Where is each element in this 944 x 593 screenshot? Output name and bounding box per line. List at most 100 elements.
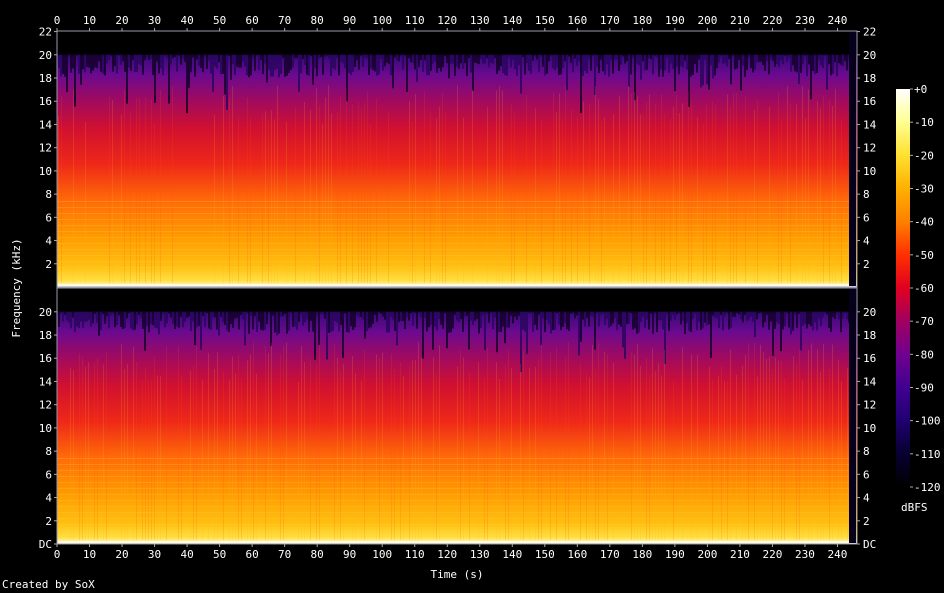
spectral-streak: [96, 54, 98, 68]
x-tick-label-top: 210: [730, 14, 750, 27]
spectral-streak: [103, 364, 104, 540]
spectral-streak: [380, 54, 382, 59]
spectral-streak: [392, 54, 394, 89]
spectral-streak: [728, 311, 730, 330]
spectral-streak: [174, 54, 176, 57]
spectral-streak: [714, 54, 716, 76]
spectral-streak: [316, 311, 318, 317]
spectral-streak: [154, 54, 156, 103]
spectral-streak: [156, 54, 158, 62]
spectral-streak: [462, 54, 464, 69]
spectral-streak: [364, 54, 366, 59]
spectral-streak: [184, 311, 186, 323]
spectral-streak: [608, 311, 610, 328]
spectral-streak: [112, 54, 114, 72]
harmonic-band: [57, 536, 849, 537]
spectral-streak: [488, 54, 490, 68]
spectral-streak: [118, 54, 120, 57]
spectral-streak: [290, 311, 292, 313]
y-tick-label-left: 10: [39, 422, 52, 435]
harmonic-band: [57, 255, 849, 256]
spectral-streak: [706, 54, 708, 85]
spectral-streak: [568, 311, 570, 331]
spectral-streak: [450, 54, 452, 64]
colorbar-tick-label: -80: [914, 348, 934, 361]
spectral-streak: [288, 311, 290, 331]
spectral-streak: [800, 54, 802, 73]
spectral-streak: [534, 54, 536, 56]
spectral-streak: [634, 354, 635, 540]
spectral-streak: [258, 311, 260, 322]
spectral-streak: [434, 54, 436, 62]
spectral-streak: [832, 54, 834, 75]
spectral-streak: [328, 85, 329, 284]
spectral-streak: [758, 311, 760, 314]
spectral-streak: [568, 341, 569, 540]
spectral-streak: [228, 311, 230, 332]
spectral-streak: [142, 380, 143, 540]
spectral-streak: [748, 311, 750, 320]
spectral-streak: [379, 357, 380, 540]
spectral-streak: [748, 342, 749, 540]
y-tick-label-right: 16: [863, 352, 876, 365]
spectral-streak: [649, 374, 650, 540]
spectral-streak: [280, 353, 281, 540]
spectral-streak: [325, 97, 326, 283]
spectral-streak: [72, 54, 74, 69]
spectral-streak: [595, 86, 596, 283]
spectral-streak: [446, 311, 448, 349]
spectral-streak: [560, 54, 562, 75]
spectral-streak: [508, 311, 510, 328]
spectral-streak: [532, 311, 534, 332]
spectral-streak: [360, 311, 362, 317]
spectral-streak: [418, 311, 420, 314]
spectral-streak: [86, 311, 88, 322]
spectral-streak: [526, 95, 527, 283]
spectral-streak: [702, 54, 704, 86]
spectral-streak: [505, 364, 506, 540]
spectral-streak: [748, 54, 750, 58]
spectral-streak: [500, 54, 502, 67]
x-tick-label-top: 200: [697, 14, 717, 27]
spectral-streak: [182, 54, 184, 59]
spectral-streak: [682, 103, 683, 283]
spectral-streak: [444, 311, 446, 313]
spectral-streak: [340, 96, 341, 283]
dc-line: [57, 284, 849, 287]
spectral-streak: [322, 54, 324, 75]
spectral-streak: [832, 344, 833, 540]
spectral-streak: [829, 99, 830, 283]
spectral-streak: [312, 311, 314, 332]
spectral-streak: [680, 54, 682, 67]
spectral-streak: [130, 111, 131, 283]
spectral-streak: [613, 114, 614, 283]
spectral-streak: [180, 311, 182, 317]
spectral-streak: [200, 311, 202, 350]
harmonic-band: [57, 506, 849, 507]
spectral-streak: [90, 54, 92, 74]
spectral-streak: [372, 54, 374, 70]
spectral-streak: [130, 54, 132, 71]
spectral-streak: [286, 122, 287, 283]
spectral-streak: [302, 311, 304, 326]
spectral-streak: [570, 54, 572, 63]
y-tick-label-right: 8: [863, 445, 870, 458]
spectral-streak: [806, 54, 808, 77]
spectral-streak: [478, 311, 480, 334]
spectral-streak: [576, 54, 578, 66]
spectral-streak: [536, 54, 538, 60]
x-tick-label-bottom: 160: [567, 548, 587, 561]
spectral-streak: [454, 311, 456, 315]
spectral-streak: [664, 311, 666, 364]
spectral-streak: [64, 54, 66, 77]
harmonic-band: [57, 470, 849, 471]
silence-strip: [849, 289, 856, 543]
y-tick-label-left: 20: [39, 49, 52, 62]
spectral-streak: [144, 54, 146, 61]
spectral-streak: [730, 311, 732, 328]
spectral-streak: [728, 54, 730, 60]
x-tick-label-bottom: 60: [245, 548, 258, 561]
spectral-streak: [436, 311, 438, 331]
x-tick-label-top: 50: [213, 14, 226, 27]
spectral-streak: [781, 118, 782, 283]
